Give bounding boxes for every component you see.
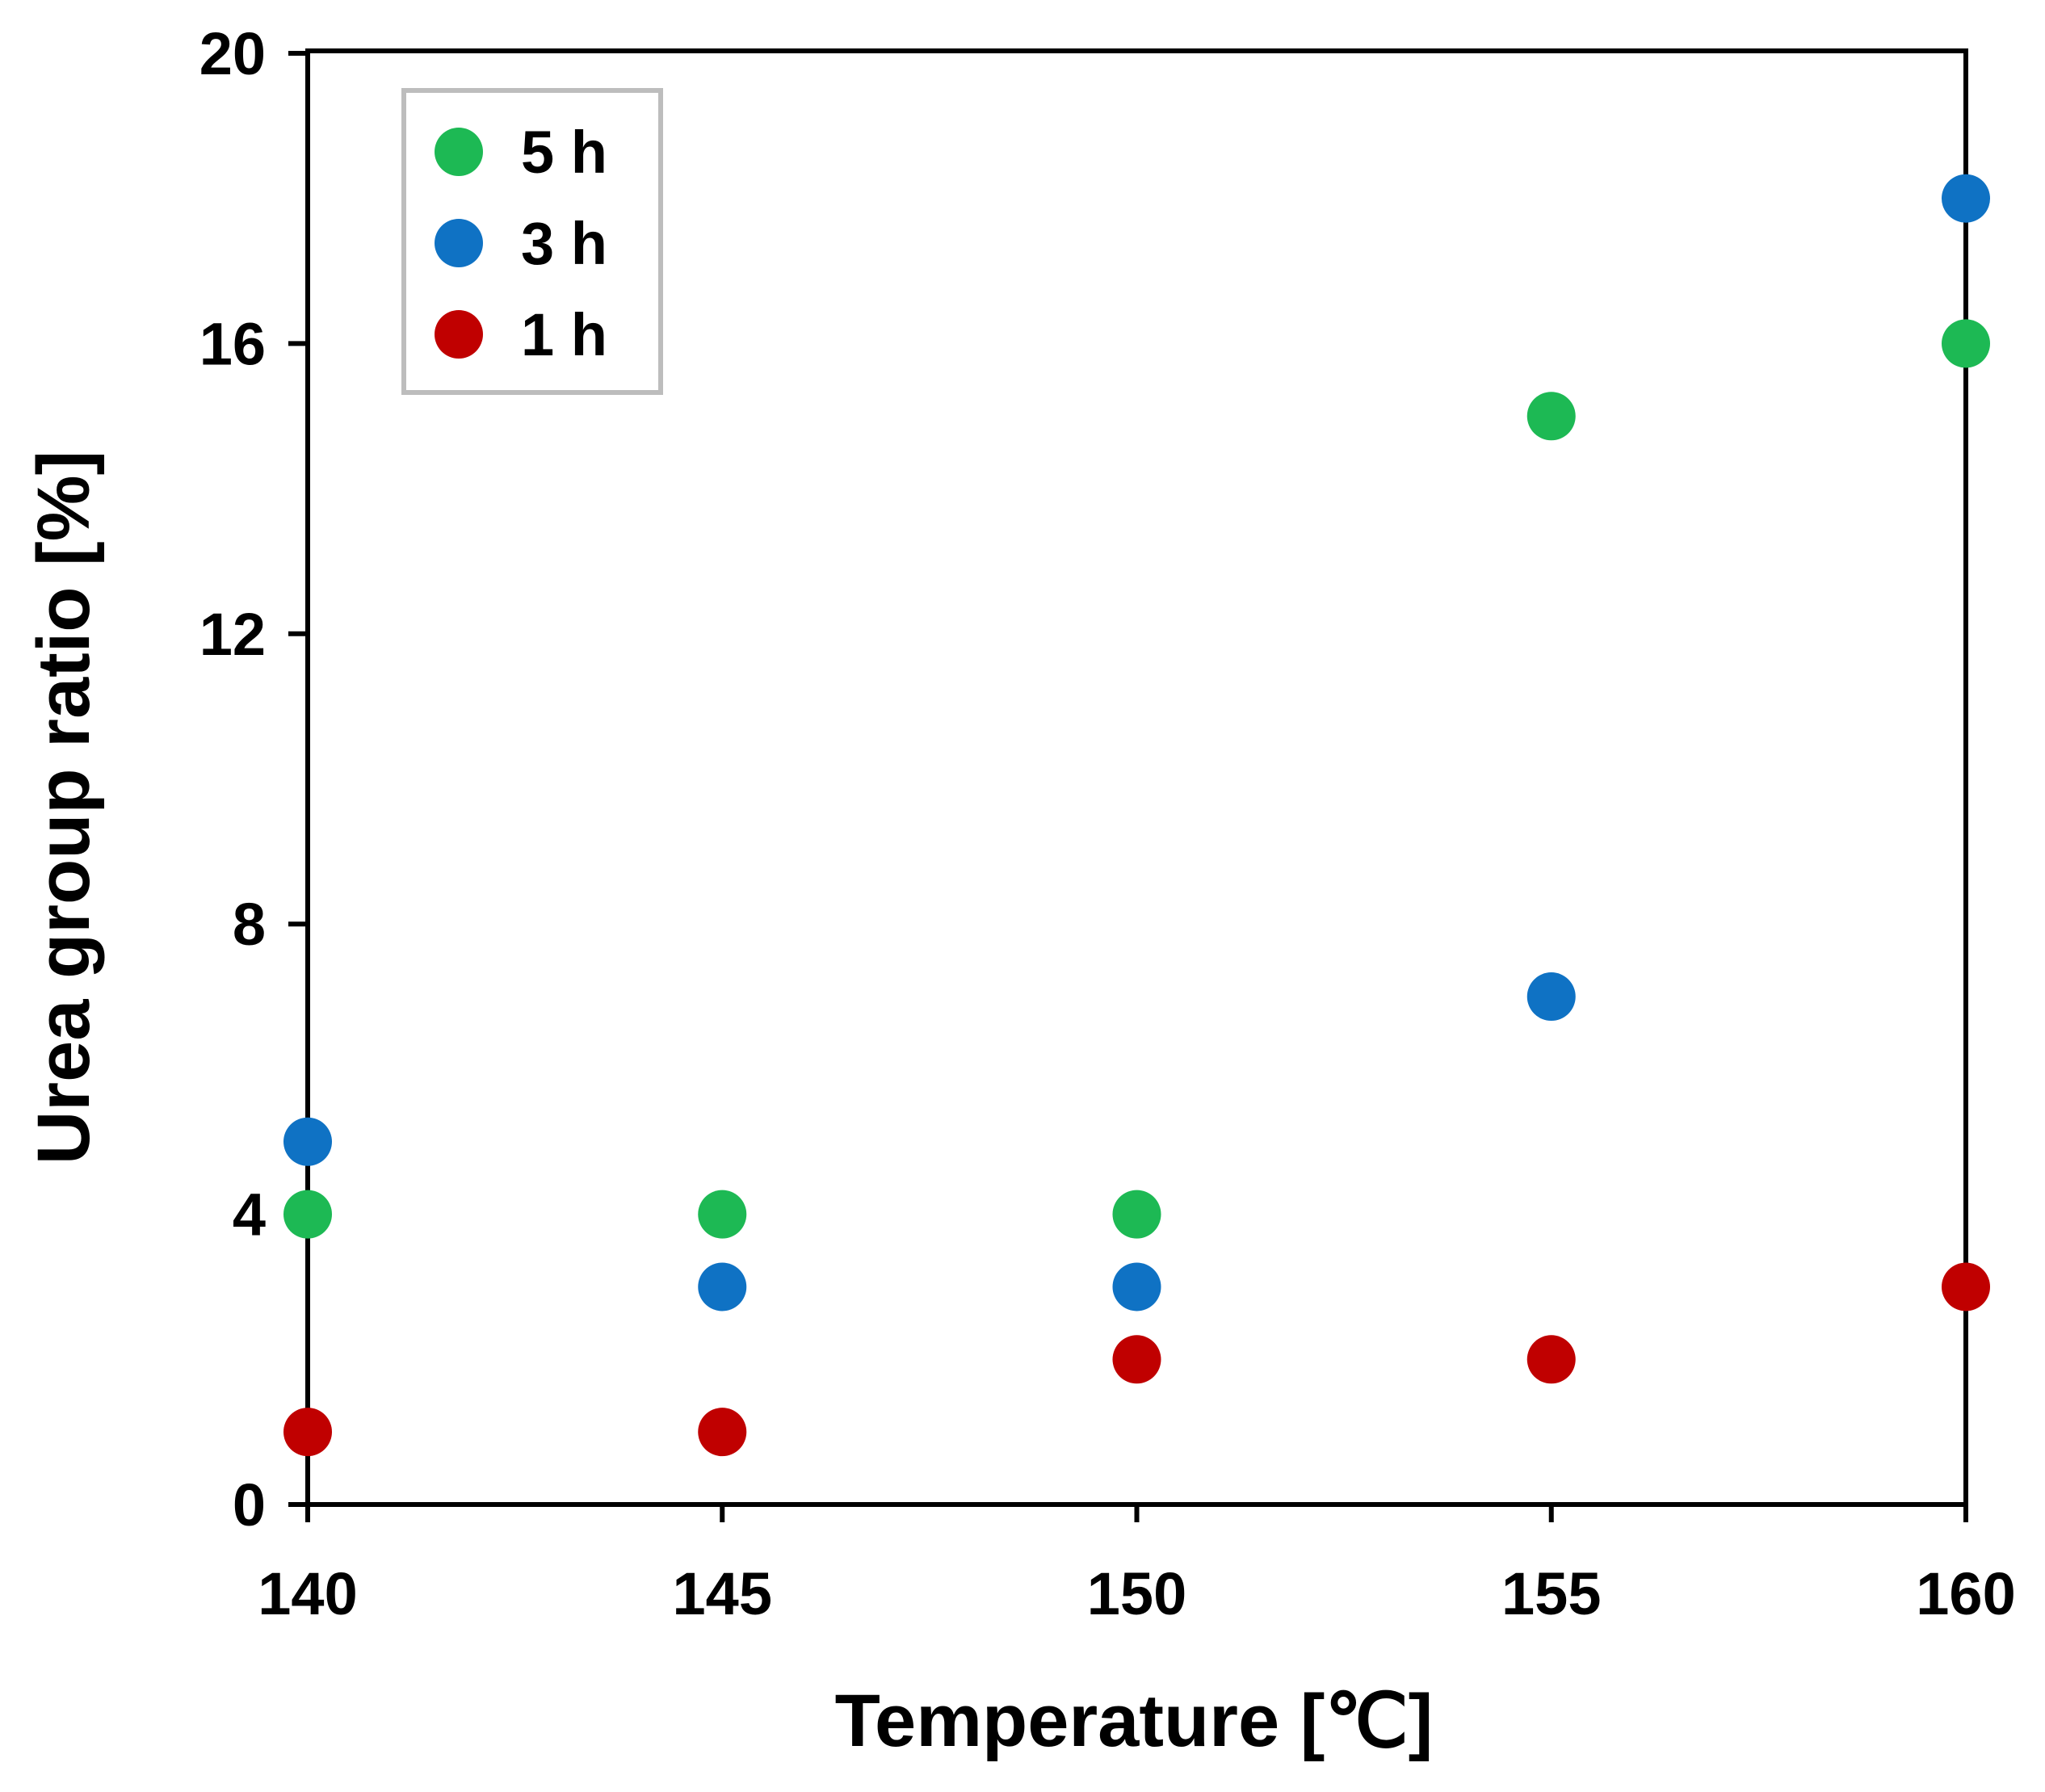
point-5h [283, 1190, 332, 1239]
legend-label: 3 h [521, 210, 607, 277]
x-axis-ticks: 140 145 150 155 160 [258, 1505, 2016, 1627]
point-5h [1942, 319, 1990, 368]
x-tick-label: 140 [258, 1560, 357, 1627]
legend-marker [435, 310, 483, 359]
y-axis-title: Urea group ratio [%] [23, 451, 105, 1165]
y-tick-label: 0 [233, 1471, 266, 1538]
point-3h [1526, 972, 1576, 1022]
y-tick-label: 8 [233, 891, 266, 958]
legend-marker [435, 128, 483, 176]
point-5h [1526, 392, 1576, 441]
legend-label: 1 h [521, 301, 607, 368]
point-3h [283, 1117, 332, 1166]
point-5h [1112, 1190, 1161, 1239]
x-tick-label: 155 [1501, 1560, 1601, 1627]
point-3h [698, 1262, 747, 1311]
y-axis-ticks: 0 4 8 12 16 20 [199, 20, 308, 1538]
x-tick-label: 160 [1916, 1560, 2015, 1627]
legend-label: 5 h [521, 119, 607, 186]
x-axis-title: Temperature [℃] [835, 1680, 1434, 1762]
legend-marker [435, 219, 483, 267]
point-3h [1112, 1262, 1161, 1311]
point-5h [698, 1190, 747, 1239]
y-tick-label: 20 [199, 20, 266, 87]
x-tick-label: 150 [1087, 1560, 1186, 1627]
point-1h [1942, 1262, 1990, 1311]
point-1h [1112, 1335, 1161, 1384]
y-tick-label: 4 [233, 1181, 266, 1249]
point-1h [1526, 1335, 1576, 1384]
point-3h [1942, 174, 1990, 223]
y-tick-label: 16 [199, 310, 266, 377]
data-points [283, 174, 1990, 1457]
point-1h [283, 1408, 332, 1457]
x-tick-label: 145 [673, 1560, 772, 1627]
point-1h [698, 1408, 747, 1457]
legend: 5 h 3 h 1 h [401, 88, 663, 395]
y-tick-label: 12 [199, 601, 266, 668]
